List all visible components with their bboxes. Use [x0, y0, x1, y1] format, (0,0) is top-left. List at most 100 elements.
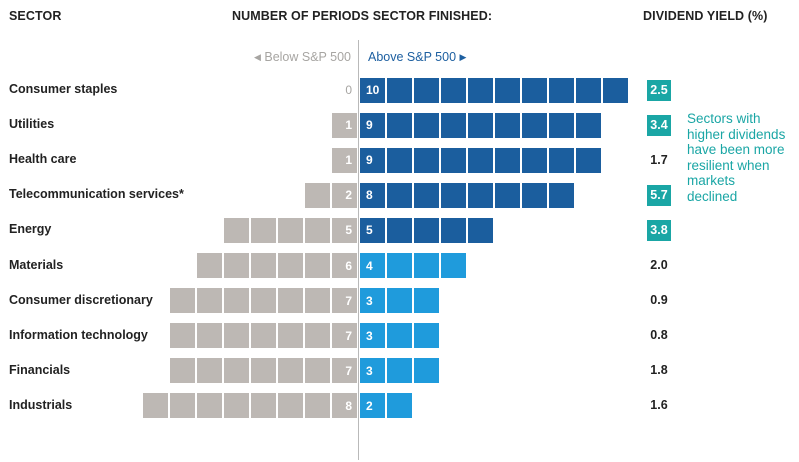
below-period-cell [278, 288, 303, 314]
above-period-cell [414, 182, 439, 208]
above-period-cell [603, 77, 628, 103]
below-period-cell [143, 393, 168, 419]
below-period-cell [332, 182, 357, 208]
above-period-cell [522, 147, 547, 173]
above-period-cell [387, 253, 412, 278]
below-period-cell [170, 323, 195, 349]
above-sp500-label: Above S&P 500 ▶ [368, 50, 466, 64]
sector-column-header: SECTOR [9, 9, 62, 23]
above-count-label: 4 [366, 258, 373, 273]
dividend-yield-value: 1.6 [650, 398, 668, 413]
above-period-cell [360, 147, 385, 173]
above-period-cell [441, 112, 466, 138]
above-period-cell [387, 182, 412, 208]
above-count-label: 5 [366, 223, 373, 238]
above-period-cell [387, 288, 412, 314]
below-period-cell [251, 288, 276, 314]
below-period-cell [278, 253, 303, 278]
below-period-cell [305, 393, 330, 419]
below-period-cell [278, 217, 303, 243]
dividend-yield-value: 1.7 [650, 152, 668, 167]
above-period-cell [549, 182, 574, 208]
sector-label: Energy [9, 222, 52, 237]
above-count-label: 8 [366, 188, 373, 203]
below-period-cell [251, 393, 276, 419]
above-period-cell [387, 217, 412, 243]
below-period-cell [197, 288, 222, 314]
above-period-cell [360, 358, 385, 384]
above-count-label: 2 [366, 398, 373, 413]
above-period-cell [576, 77, 601, 103]
above-count-label: 10 [366, 83, 380, 97]
dividend-yield-value: 2.0 [650, 258, 668, 272]
sector-label: Financials [9, 362, 71, 377]
below-period-cell [305, 288, 330, 314]
above-period-cell [549, 77, 574, 103]
above-period-cell [468, 147, 493, 173]
left-arrow-icon: ◀ [253, 52, 261, 62]
above-period-cell [549, 112, 574, 138]
above-period-cell [414, 288, 439, 314]
above-period-cell [387, 393, 412, 419]
above-period-cell [495, 112, 520, 138]
below-period-cell [332, 393, 357, 419]
above-period-cell [387, 112, 412, 138]
below-period-cell [305, 358, 330, 384]
periods-column-header: NUMBER OF PERIODS SECTOR FINISHED: [232, 9, 493, 23]
above-period-cell [522, 77, 547, 103]
sector-label: Industrials [9, 397, 73, 412]
above-period-cell [441, 253, 466, 278]
below-period-cell [197, 358, 222, 384]
above-period-cell [414, 253, 439, 278]
above-period-cell [414, 358, 439, 384]
dividend-yield-value: 2.5 [647, 79, 671, 101]
below-sp500-label: ◀ Below S&P 500 [254, 50, 351, 64]
above-period-cell [360, 112, 385, 138]
below-count-label: 1 [345, 153, 352, 168]
below-count-label: 7 [345, 328, 352, 343]
dividend-yield-value: 3.8 [647, 219, 671, 241]
sector-label: Consumer discretionary [9, 292, 153, 307]
above-count-label: 9 [366, 153, 373, 168]
sector-label: Health care [9, 152, 77, 167]
below-count-label: 2 [345, 188, 352, 203]
below-period-cell [224, 253, 249, 278]
above-period-cell [387, 323, 412, 349]
below-count-label: 6 [345, 258, 352, 273]
sector-label: Materials [9, 257, 64, 272]
above-period-cell [522, 182, 547, 208]
above-period-cell [549, 147, 574, 173]
below-sp500-text: Below S&P 500 [264, 50, 351, 64]
above-period-cell [360, 182, 385, 208]
above-period-cell [414, 112, 439, 138]
above-period-cell [387, 358, 412, 384]
dividend-yield-value: 1.8 [650, 363, 668, 378]
above-period-cell [441, 77, 466, 103]
above-count-label: 3 [366, 363, 373, 378]
above-period-cell [441, 182, 466, 208]
above-period-cell [360, 217, 385, 243]
below-period-cell [224, 393, 249, 419]
below-period-cell [332, 323, 357, 349]
below-period-cell [332, 112, 357, 138]
below-period-cell [197, 253, 222, 278]
sector-label: Information technology [9, 327, 148, 342]
below-count-label: 5 [345, 223, 352, 238]
below-period-cell [224, 217, 249, 243]
above-period-cell [468, 217, 493, 243]
above-period-cell [360, 253, 385, 278]
above-period-cell [495, 77, 520, 103]
below-count-label: 1 [345, 118, 352, 133]
above-count-label: 3 [366, 328, 373, 343]
above-period-cell [576, 112, 601, 138]
below-period-cell [332, 253, 357, 278]
below-period-cell [278, 358, 303, 384]
above-period-cell [576, 147, 601, 173]
above-period-cell [414, 77, 439, 103]
above-period-cell [522, 112, 547, 138]
above-period-cell [495, 147, 520, 173]
above-period-cell [387, 147, 412, 173]
above-period-cell [360, 77, 385, 103]
above-period-cell [468, 77, 493, 103]
below-period-cell [251, 323, 276, 349]
